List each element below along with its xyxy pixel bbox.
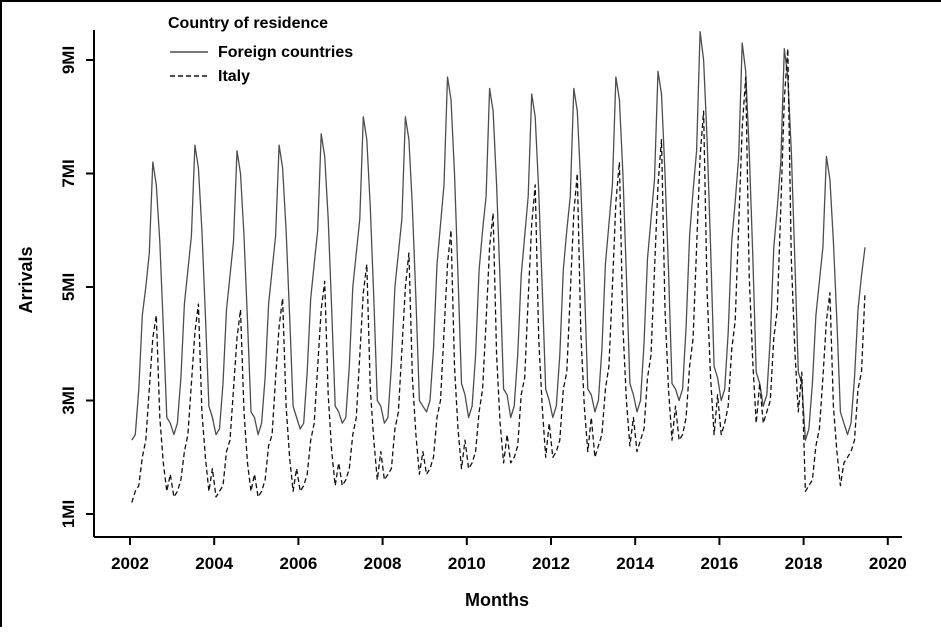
x-tick-label: 2002 [111, 554, 149, 573]
legend-title: Country of residence [168, 15, 328, 32]
x-tick-label: 2012 [532, 554, 570, 573]
x-tick-label: 2006 [279, 554, 317, 573]
y-tick-label: 3MI [59, 386, 78, 414]
x-tick-label: 2020 [869, 554, 907, 573]
y-axis-label: Arrivals [16, 246, 36, 313]
x-tick-label: 2004 [195, 554, 233, 573]
series-line-foreign [131, 30, 866, 441]
x-axis-label: Months [465, 590, 529, 610]
series-lines [131, 30, 866, 503]
x-tick-label: 2014 [616, 554, 654, 573]
tick-labels: 1MI 3MI 5MI 7MI 9MI 2002 2004 2006 2008 2010 2012 2… [59, 46, 907, 573]
x-tick-label: 2016 [700, 554, 738, 573]
legend-label-foreign: Foreign countries [218, 44, 353, 61]
y-tick-label: 9MI [59, 46, 78, 74]
legend-label-italy: Italy [218, 68, 250, 85]
y-tick-label: 1MI [59, 500, 78, 528]
series-line-italy [131, 48, 866, 503]
y-tick-label: 7MI [59, 159, 78, 187]
x-tick-label: 2010 [448, 554, 486, 573]
y-tick-label: 5MI [59, 273, 78, 301]
x-tick-label: 2018 [785, 554, 823, 573]
axes [86, 30, 902, 545]
x-tick-label: 2008 [364, 554, 402, 573]
legend: Country of residence Foreign countries I… [168, 15, 353, 85]
